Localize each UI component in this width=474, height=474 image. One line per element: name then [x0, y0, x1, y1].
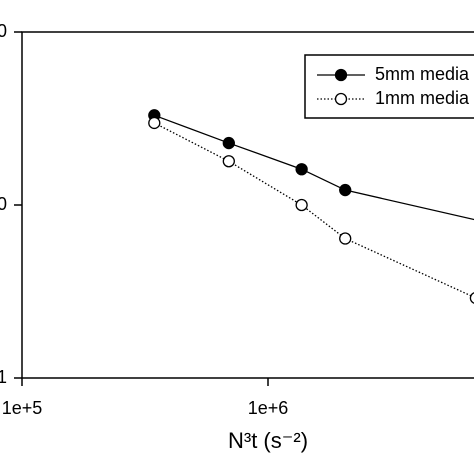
y-tick-label: 1 — [0, 367, 7, 387]
x-axis-label: N³t (s⁻²) — [228, 428, 308, 453]
data-point — [222, 155, 235, 168]
series-line — [154, 122, 474, 298]
legend-box — [304, 54, 474, 119]
legend-label: 5mm media — [375, 64, 470, 84]
data-point — [295, 198, 308, 212]
series-line — [154, 114, 474, 221]
legend-marker — [334, 92, 348, 106]
data-point — [295, 163, 308, 176]
data-point — [339, 232, 352, 245]
y-tick-label: 100 — [0, 21, 7, 41]
x-tick-label: 1e+6 — [248, 398, 289, 418]
y-tick-label: 10 — [0, 194, 7, 214]
x-tick-label: 1e+5 — [2, 398, 43, 418]
data-point — [339, 183, 352, 197]
data-point — [222, 136, 235, 150]
data-point — [148, 116, 161, 130]
legend-label: 1mm media — [375, 88, 470, 108]
legend-marker — [334, 68, 348, 82]
data-point — [469, 292, 474, 304]
